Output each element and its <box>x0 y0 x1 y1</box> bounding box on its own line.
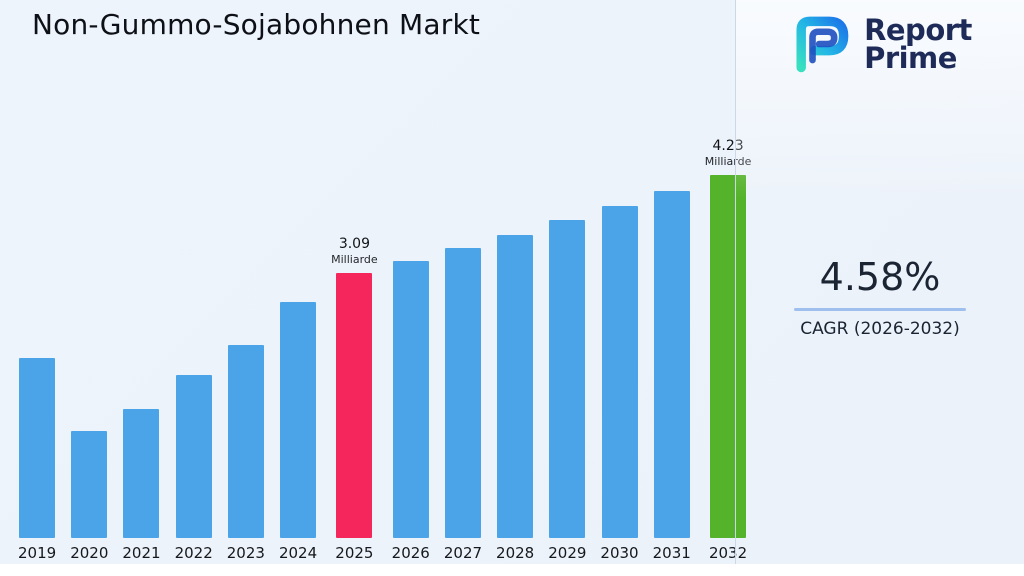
x-tick-2023: 2023 <box>226 544 265 562</box>
bar-2021 <box>123 409 160 538</box>
x-tick-2028: 2028 <box>496 544 535 562</box>
x-tick-2019: 2019 <box>18 544 57 562</box>
brand-name-line1: Report <box>864 12 972 47</box>
bar-2027 <box>444 248 481 538</box>
report-prime-logo-icon <box>796 16 849 73</box>
bar-column-2021: 2021 <box>122 409 161 562</box>
bars-area: 2019 2020 2021 2022 2023 2024 3.09 Milliarde 202… <box>18 138 751 562</box>
bar-unit-2025: Milliarde <box>331 252 378 266</box>
bar-2024 <box>280 302 317 538</box>
bar-2029 <box>549 220 586 538</box>
cagr-underline <box>794 308 966 311</box>
bar-2028 <box>497 235 534 538</box>
x-tick-2021: 2021 <box>122 544 161 562</box>
bar-2023 <box>227 345 264 538</box>
bar-2022 <box>175 375 212 538</box>
bar-column-2022: 2022 <box>175 375 213 562</box>
cagr-label: CAGR (2026-2032) <box>800 319 960 339</box>
x-tick-2022: 2022 <box>174 544 213 562</box>
x-tick-2024: 2024 <box>278 544 318 562</box>
bar-2020 <box>71 431 108 538</box>
bar-column-2020: 2020 <box>70 431 108 562</box>
x-tick-2026: 2026 <box>391 544 430 562</box>
bar-column-2030: 2030 <box>600 206 639 562</box>
bar-column-2029: 2029 <box>548 220 586 562</box>
bar-chart: 2019 2020 2021 2022 2023 2024 3.09 Milliarde 202… <box>18 138 751 562</box>
brand-name-line2: Prime <box>864 41 957 75</box>
bar-column-2031: 2031 <box>653 191 691 562</box>
x-tick-2031: 2031 <box>652 544 691 562</box>
brand-name: Report Prime <box>864 12 972 75</box>
bar-value-label-2025: 3.09 Milliarde <box>331 236 378 266</box>
x-tick-2020: 2020 <box>70 544 109 562</box>
chart-title: Non-Gummo-Sojabohnen Markt <box>32 8 481 41</box>
brand-logo: Report Prime <box>736 14 1024 74</box>
bar-column-2025: 3.09 Milliarde 2025 <box>331 236 378 562</box>
bar-column-2027: 2027 <box>444 248 482 562</box>
bar-2031 <box>653 191 690 538</box>
x-tick-2030: 2030 <box>600 544 639 562</box>
bar-2025 <box>336 273 373 538</box>
x-tick-2025: 2025 <box>335 544 374 562</box>
bar-column-2023: 2023 <box>227 345 265 562</box>
bar-value-2025: 3.09 <box>338 236 370 253</box>
bar-2019 <box>19 358 56 538</box>
right-panel: Report Prime 4.58% CAGR (2026-2032) <box>736 0 1024 564</box>
bar-column-2026: 2026 <box>392 261 430 562</box>
bar-2026 <box>392 261 429 538</box>
x-tick-2029: 2029 <box>548 544 587 562</box>
bar-column-2024: 2024 <box>279 302 317 562</box>
bar-column-2028: 2028 <box>496 235 534 562</box>
cagr-block: 4.58% CAGR (2026-2032) <box>736 255 1024 339</box>
bar-2030 <box>601 206 638 538</box>
vertical-divider <box>735 0 736 564</box>
x-tick-2027: 2027 <box>443 544 483 562</box>
bar-column-2019: 2019 <box>18 358 56 562</box>
cagr-value: 4.58% <box>819 255 941 299</box>
